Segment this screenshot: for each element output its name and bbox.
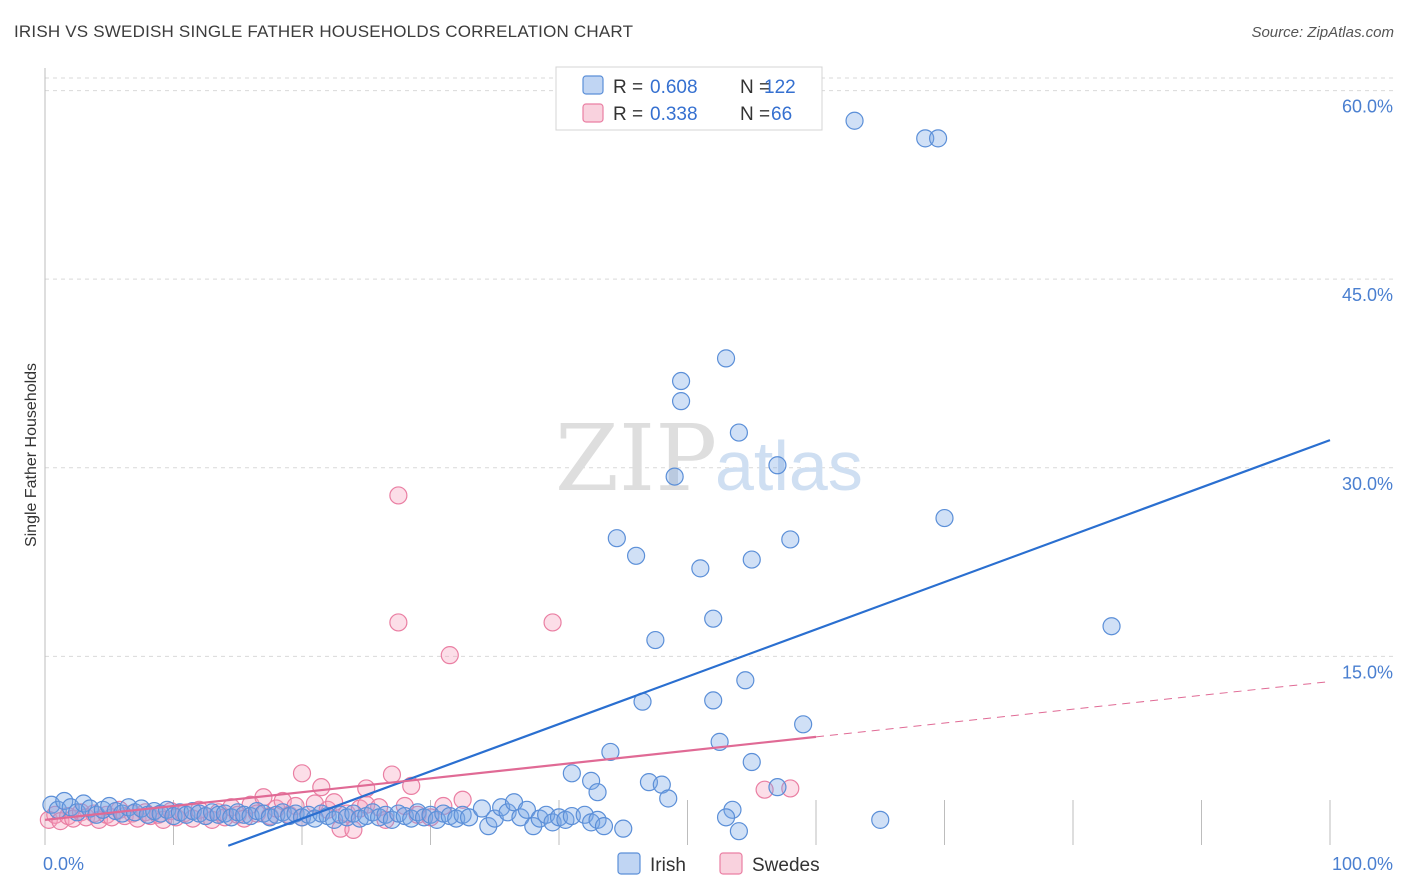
chart-source: Source: ZipAtlas.com xyxy=(1251,24,1394,41)
legend-swatch-irish xyxy=(582,75,604,95)
irish-trend-line xyxy=(227,439,1331,847)
irish-point xyxy=(935,508,954,528)
watermark: ZIP atlas xyxy=(555,405,863,512)
swedes-point xyxy=(382,765,402,784)
swedes-point xyxy=(781,779,800,798)
legend: R = 0.608 N = 122 R = 0.338 N = 66 xyxy=(555,66,823,131)
swedes-point xyxy=(543,613,562,632)
irish-point xyxy=(472,799,491,818)
irish-point xyxy=(479,817,498,836)
legend-swatch-swedes xyxy=(582,103,604,123)
irish-point xyxy=(768,778,787,797)
bottom-legend-label-swedes: Swedes xyxy=(752,855,820,876)
irish-point xyxy=(665,467,684,486)
irish-point xyxy=(928,129,948,148)
irish-point xyxy=(594,817,614,836)
swedes-point xyxy=(389,613,408,632)
legend-r-value-swedes: 0.338 xyxy=(650,104,698,125)
irish-point xyxy=(626,546,646,565)
legend-n-label-swedes: N = xyxy=(740,104,770,125)
irish-point xyxy=(671,371,691,391)
irish-point xyxy=(601,742,620,762)
legend-r-value-irish: 0.608 xyxy=(650,77,698,98)
irish-point xyxy=(562,806,581,826)
irish-point xyxy=(729,822,749,841)
irish-point xyxy=(871,810,890,829)
legend-n-value-irish: 122 xyxy=(764,77,796,98)
x-tick-label: 0.0% xyxy=(43,854,84,874)
y-tick-label: 30.0% xyxy=(1342,474,1393,494)
legend-n-value-swedes: 66 xyxy=(771,104,792,125)
y-tick-label: 15.0% xyxy=(1342,662,1393,682)
irish-point xyxy=(704,609,723,628)
y-axis-label: Single Father Households xyxy=(23,363,40,547)
swedes-point xyxy=(453,790,472,809)
swedes-point xyxy=(440,646,459,665)
irish-point xyxy=(659,789,678,808)
irish-point xyxy=(704,691,723,710)
irish-point xyxy=(845,111,864,130)
chart-title: IRISH VS SWEDISH SINGLE FATHER HOUSEHOLD… xyxy=(14,22,634,41)
grid xyxy=(45,77,1395,657)
bottom-legend: Irish Swedes xyxy=(617,852,820,876)
bottom-legend-swatch-swedes xyxy=(719,852,743,875)
irish-point xyxy=(736,671,755,690)
irish-point xyxy=(582,771,601,790)
irish-point xyxy=(459,808,479,827)
irish-point xyxy=(716,808,736,827)
irish-point xyxy=(607,529,626,548)
x-tick-label: 100.0% xyxy=(1332,854,1393,874)
irish-point xyxy=(716,349,736,368)
irish-point xyxy=(671,392,691,411)
irish-point xyxy=(781,530,800,549)
legend-r-label-swedes: R = xyxy=(613,104,643,125)
y-tick-label: 60.0% xyxy=(1342,97,1393,117)
legend-n-label-irish: N = xyxy=(740,77,770,98)
irish-point xyxy=(511,808,530,827)
irish-point xyxy=(646,630,665,650)
trend-lines xyxy=(44,439,1331,847)
swedes-points xyxy=(39,486,800,840)
watermark-atlas: atlas xyxy=(715,427,863,505)
irish-point xyxy=(524,817,543,836)
irish-point xyxy=(562,764,581,783)
irish-point xyxy=(742,550,761,569)
watermark-zip: ZIP xyxy=(555,405,717,512)
irish-point xyxy=(1102,617,1121,636)
irish-point xyxy=(916,129,935,148)
swedes-point xyxy=(292,764,312,783)
y-tick-label: 45.0% xyxy=(1342,285,1393,305)
irish-point xyxy=(588,783,607,802)
tick-labels: 15.0% 30.0% 45.0% 60.0% 0.0% 100.0% xyxy=(43,97,1393,874)
irish-point xyxy=(742,752,761,772)
irish-point xyxy=(691,559,710,578)
irish-point xyxy=(729,423,749,442)
swedes-trend-line-dashed xyxy=(815,681,1331,738)
irish-point xyxy=(794,715,813,734)
legend-r-label-irish: R = xyxy=(613,77,643,98)
irish-point xyxy=(517,800,536,819)
swedes-point xyxy=(389,486,408,505)
bottom-legend-swatch-irish xyxy=(617,852,641,875)
swedes-trend-line xyxy=(44,735,817,821)
bottom-legend-label-irish: Irish xyxy=(650,855,686,876)
irish-point xyxy=(614,819,633,838)
irish-point xyxy=(768,456,787,475)
swedes-point xyxy=(312,778,331,797)
irish-point xyxy=(723,800,742,819)
